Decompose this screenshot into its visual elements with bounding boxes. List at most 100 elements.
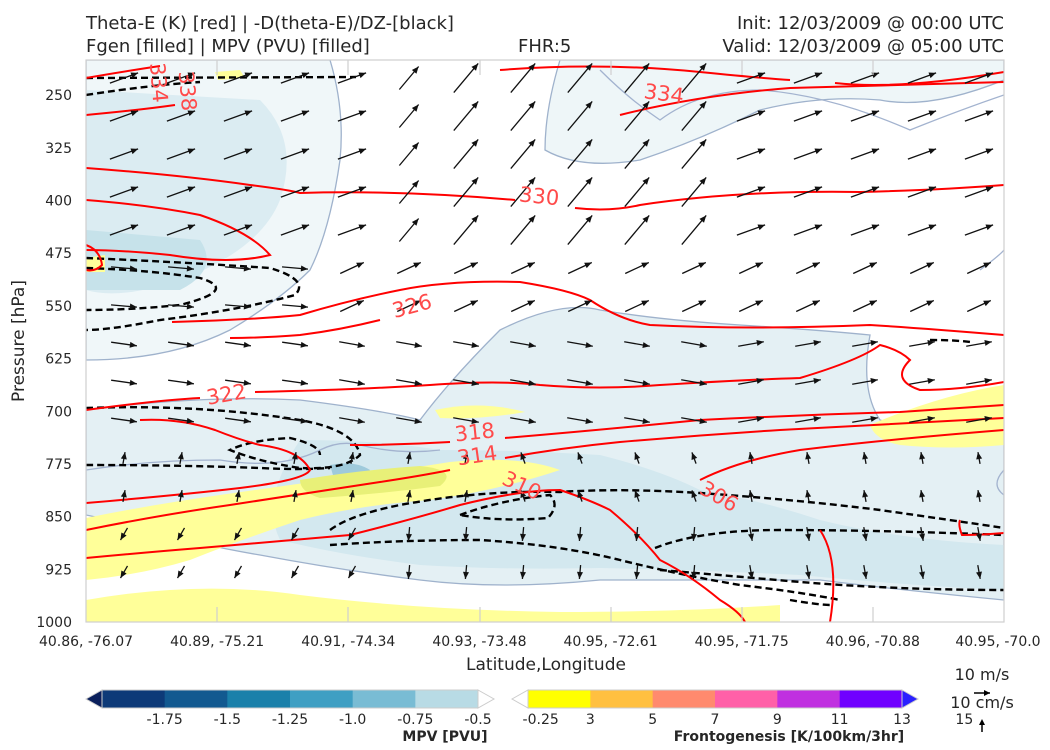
wind-vector-head [976, 571, 982, 579]
wind-vector-head [976, 452, 983, 460]
colorbar-tick-label: 5 [648, 712, 657, 728]
wind-vector-head [301, 110, 310, 117]
wind-vector-head [358, 110, 367, 117]
wind-vector-head [130, 148, 139, 155]
wind-vector-head [405, 490, 412, 498]
x-tick-label: 40.95, -72.61 [564, 634, 658, 650]
dashed-contour [86, 75, 357, 80]
wind-vector-head [130, 72, 139, 79]
wind-vector-head [414, 342, 422, 348]
wind-vector-head [300, 265, 308, 272]
wind-vector-head [348, 570, 355, 579]
wind-vector-head [471, 63, 479, 71]
y-tick-label: 400 [45, 194, 72, 210]
colorbar-segment [290, 690, 354, 708]
wind-vector-head [528, 380, 536, 386]
wind-vector-head [414, 380, 422, 386]
y-tick-label: 925 [45, 562, 72, 578]
colorbar-tick-label: -0.75 [397, 712, 433, 728]
wind-vector-head [926, 262, 934, 269]
wind-vector-head [812, 262, 820, 269]
wind-vector-head [413, 262, 421, 269]
colorbar-segment [839, 690, 903, 708]
dashed-contour [459, 493, 556, 521]
wind-vector-head [177, 570, 184, 579]
x-tick-label: 40.95, -71.75 [695, 634, 789, 650]
wind-vector-head [129, 341, 137, 348]
wind-vector-head [814, 110, 823, 117]
wind-vector-head [528, 101, 536, 109]
wind-vector-head [699, 139, 707, 147]
wind-vector-head [919, 571, 925, 579]
wind-vector-head [413, 300, 421, 307]
wind-vector-head [301, 72, 310, 79]
colorbar-tick-label: 11 [831, 712, 849, 728]
wind-vector-head [585, 177, 593, 185]
colorbar-segment [777, 690, 841, 708]
colorbar-tick-label: -0.25 [523, 712, 559, 728]
wind-vector-head [642, 215, 650, 223]
theta-e-label: 334 [145, 62, 172, 104]
wind-vector-head [358, 224, 367, 231]
colorbar-segment [415, 690, 479, 708]
wind-vector-head [691, 571, 697, 579]
mpv-colorbar: -1.75 -1.5 -1.25 -1.0 -0.75 -0.5 -0.25 [84, 689, 559, 728]
wind-vector-head [985, 224, 994, 231]
mpv-contour [979, 249, 1004, 271]
wind-vector-head [527, 300, 535, 307]
wind-vector-head [348, 490, 355, 498]
x-tick-label: 40.91, -74.34 [301, 634, 395, 650]
wind-vector-head [291, 490, 298, 498]
wind-vector-head [584, 300, 592, 307]
wind-vector-head [471, 342, 479, 348]
wind-vector-head [634, 571, 640, 579]
dashed-contour [329, 538, 841, 602]
wind-vector-head [757, 72, 766, 79]
theta-e-contour [86, 65, 161, 79]
wind-vector-head [411, 104, 419, 112]
wind-vector-head [814, 186, 823, 193]
colorbar-segment [84, 689, 103, 709]
mpv-contour [86, 442, 441, 471]
wind-vector-head [699, 342, 707, 348]
wind-vector-head [919, 533, 925, 541]
wind-vector-head [357, 418, 365, 424]
x-axis-label: Latitude,Longitude [466, 655, 626, 675]
wind-vector-head [862, 490, 869, 498]
theta-e-contour [86, 104, 176, 116]
wind-vector-head [520, 490, 527, 498]
wind-vector-head [291, 452, 298, 460]
y-tick-label: 1000 [36, 615, 72, 631]
wind-vector-head [291, 532, 298, 541]
wind-vector-head [129, 417, 137, 424]
theta-e-contour [86, 488, 746, 622]
wind-vector-head [120, 490, 127, 498]
y-tick-label: 850 [45, 510, 72, 526]
wind-vector-head [291, 570, 298, 579]
wind-vector-head [928, 72, 937, 79]
wind-vector-head [928, 110, 937, 117]
wind-vector-head [748, 452, 755, 460]
y-tick-labels: 250 325 400 475 550 625 700 775 850 925 1000 [36, 88, 72, 631]
wind-vector-head [244, 148, 253, 155]
wind-vector-head [869, 262, 877, 269]
colorbar-segment [227, 690, 291, 708]
theta-e-contour [86, 418, 312, 504]
wind-vector-head [870, 378, 878, 384]
wind-vector-head [470, 262, 478, 269]
wind-vector-head [186, 303, 194, 310]
wind-vector-head [985, 186, 994, 193]
mpv-colorbar-label: MPV [PVU] [402, 729, 487, 745]
dashed-contour [654, 528, 1004, 550]
wind-vector-head [698, 262, 706, 269]
colorbar-segment [164, 690, 228, 708]
wind-vector-head [577, 533, 583, 541]
wind-vector-head [470, 300, 478, 307]
colorbar-tick-label: 9 [773, 712, 782, 728]
wind-vector-head [976, 533, 982, 541]
dashed-contour [789, 598, 831, 607]
fgen-region [86, 588, 780, 622]
wind-vector-head [927, 340, 935, 346]
plot-frame [85, 59, 1005, 623]
wind-vector-head [471, 215, 479, 223]
